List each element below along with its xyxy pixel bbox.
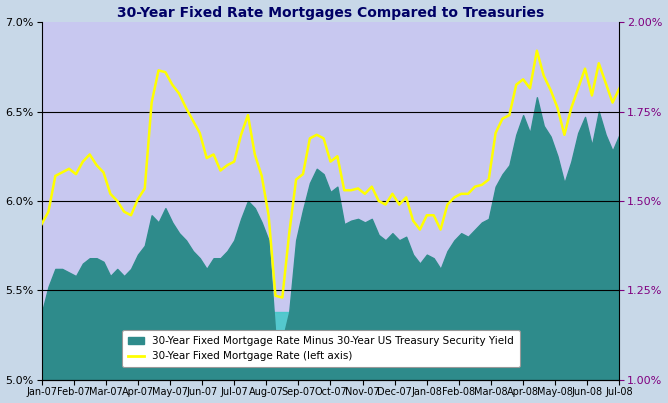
Legend: 30-Year Fixed Mortgage Rate Minus 30-Year US Treasury Security Yield, 30-Year Fi: 30-Year Fixed Mortgage Rate Minus 30-Yea… bbox=[122, 330, 520, 368]
Title: 30-Year Fixed Rate Mortgages Compared to Treasuries: 30-Year Fixed Rate Mortgages Compared to… bbox=[117, 6, 544, 20]
